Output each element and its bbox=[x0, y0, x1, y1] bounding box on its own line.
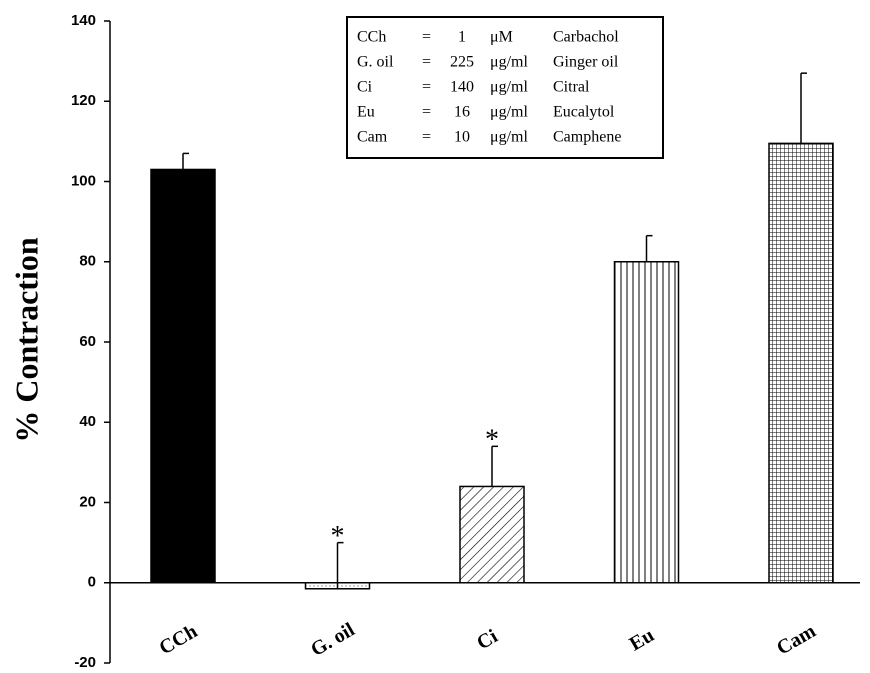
bar bbox=[768, 142, 834, 584]
legend-text: Ginger oil bbox=[553, 54, 619, 71]
bar bbox=[613, 261, 680, 584]
bar bbox=[459, 485, 525, 584]
y-axis-title: % Contraction bbox=[8, 237, 44, 443]
legend-text: 10 bbox=[454, 129, 470, 146]
y-tick-label: -20 bbox=[74, 654, 96, 671]
legend-text: Eu bbox=[357, 104, 375, 121]
significance-mark: * bbox=[331, 521, 345, 552]
legend-text: 16 bbox=[454, 104, 470, 121]
legend-text: = bbox=[422, 129, 431, 146]
legend-box bbox=[346, 16, 664, 159]
x-tick-label: Eu bbox=[626, 624, 658, 655]
legend-text: Cam bbox=[357, 129, 388, 146]
y-tick-label: 80 bbox=[79, 253, 96, 270]
y-tick-label: 120 bbox=[71, 92, 96, 109]
y-tick-label: 40 bbox=[79, 413, 96, 430]
legend-text: CCh bbox=[357, 29, 386, 46]
legend-text: Carbachol bbox=[553, 29, 619, 46]
significance-mark: * bbox=[485, 425, 499, 456]
legend-text: Camphene bbox=[553, 129, 621, 146]
bar bbox=[150, 168, 216, 584]
y-tick-label: 20 bbox=[79, 493, 96, 510]
x-tick-label: G. oil bbox=[307, 618, 359, 661]
x-tick-label: Cam bbox=[773, 620, 820, 660]
legend-text: = bbox=[422, 54, 431, 71]
legend-text: 140 bbox=[450, 79, 474, 96]
legend-text: Ci bbox=[357, 79, 373, 96]
y-tick-label: 140 bbox=[71, 12, 96, 29]
y-tick-label: 60 bbox=[79, 333, 96, 350]
legend-text: μg/ml bbox=[490, 129, 528, 146]
y-tick-label: 100 bbox=[71, 172, 96, 189]
legend-text: μg/ml bbox=[490, 54, 528, 71]
x-tick-label: CCh bbox=[155, 620, 201, 659]
legend-text: 1 bbox=[458, 29, 466, 46]
legend-text: = bbox=[422, 29, 431, 46]
legend-text: μg/ml bbox=[490, 79, 528, 96]
legend-text: μM bbox=[490, 29, 513, 46]
legend-text: 225 bbox=[450, 54, 474, 71]
y-tick-label: 0 bbox=[88, 574, 96, 591]
legend-text: = bbox=[422, 79, 431, 96]
legend-text: μg/ml bbox=[490, 104, 528, 121]
legend-text: Citral bbox=[553, 79, 590, 96]
legend-text: G. oil bbox=[357, 54, 394, 71]
legend-text: Eucalytol bbox=[553, 104, 615, 121]
x-tick-label: Ci bbox=[473, 625, 502, 654]
legend-text: = bbox=[422, 104, 431, 121]
